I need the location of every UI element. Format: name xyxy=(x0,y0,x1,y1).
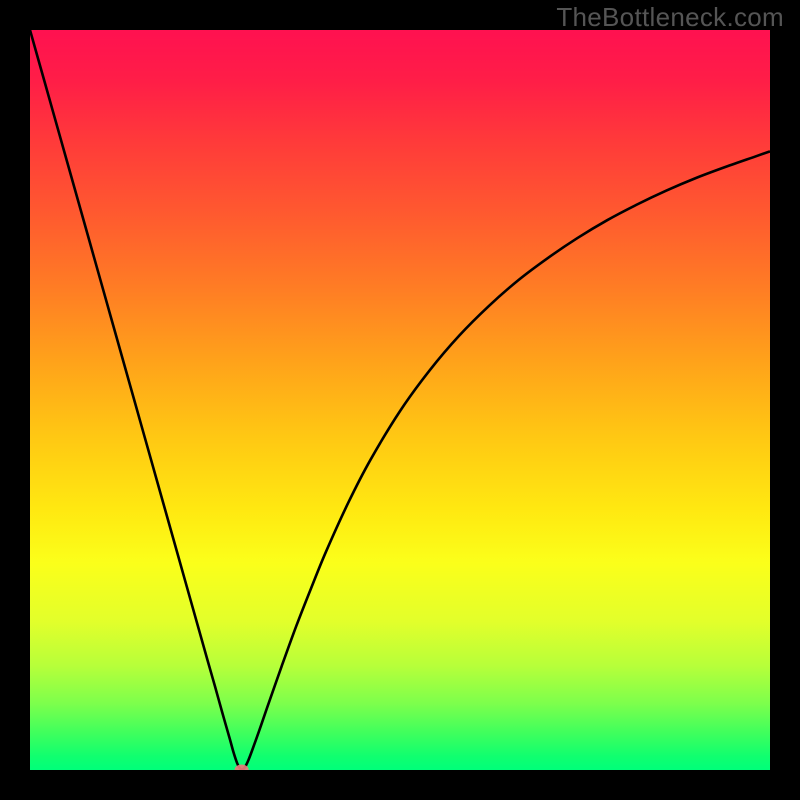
curve-path xyxy=(30,30,770,770)
plot-area xyxy=(30,30,770,770)
bottleneck-curve xyxy=(30,30,770,770)
watermark-text: TheBottleneck.com xyxy=(556,2,784,33)
chart-frame: TheBottleneck.com xyxy=(0,0,800,800)
